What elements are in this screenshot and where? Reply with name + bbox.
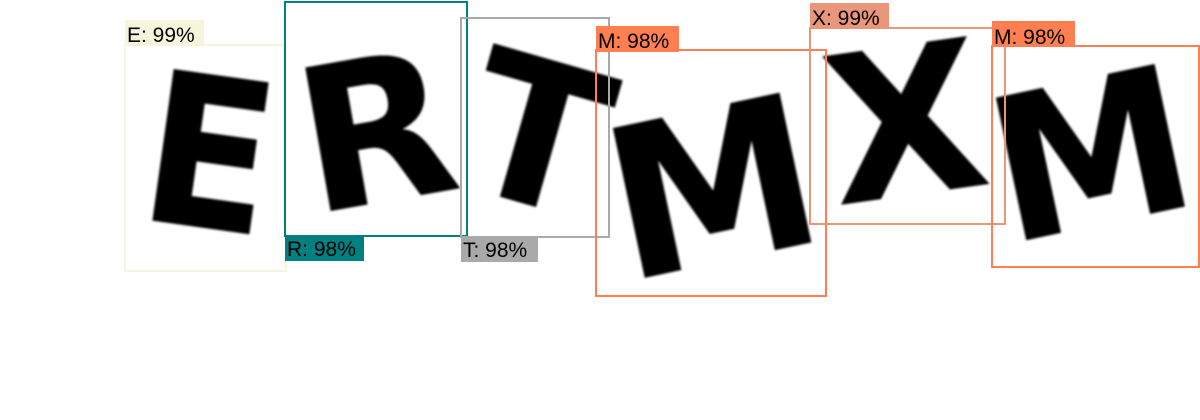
detection-label-x: X: 99% <box>810 3 889 30</box>
detection-label-e: E: 99% <box>125 20 204 47</box>
label-text: E: 99% <box>127 24 195 47</box>
captcha-glyph-m: M <box>585 48 840 331</box>
captcha-glyph-x: X <box>811 0 1001 254</box>
bounding-box-m <box>595 49 827 297</box>
bounding-box-m <box>991 45 1200 268</box>
label-background <box>596 26 679 52</box>
label-text: X: 99% <box>812 7 880 30</box>
detection-label-m: M: 98% <box>992 21 1075 49</box>
label-text: R: 98% <box>287 238 356 261</box>
label-background <box>125 20 204 46</box>
bounding-box-x <box>809 27 1006 225</box>
label-background <box>285 235 364 261</box>
label-text: M: 98% <box>598 30 669 53</box>
bounding-box-r <box>284 1 468 237</box>
label-background <box>810 3 889 29</box>
captcha-glyph-m: M <box>970 22 1200 291</box>
detection-label-t: T: 98% <box>461 236 538 262</box>
detection-label-r: R: 98% <box>285 235 364 261</box>
label-background <box>992 21 1075 47</box>
detection-labels: E: 99% R: 98% T: 98% M: 98% X: 99% M: 98… <box>125 3 1075 262</box>
detection-label-m: M: 98% <box>596 26 679 53</box>
label-background <box>461 236 538 262</box>
label-text: M: 98% <box>994 26 1065 49</box>
label-text: T: 98% <box>463 239 527 262</box>
